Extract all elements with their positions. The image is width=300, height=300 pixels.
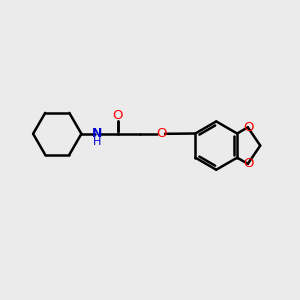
Text: N: N xyxy=(92,127,102,140)
Text: O: O xyxy=(156,127,166,140)
Text: O: O xyxy=(244,121,254,134)
Text: O: O xyxy=(244,157,254,170)
Text: H: H xyxy=(92,137,101,147)
Text: O: O xyxy=(113,109,123,122)
